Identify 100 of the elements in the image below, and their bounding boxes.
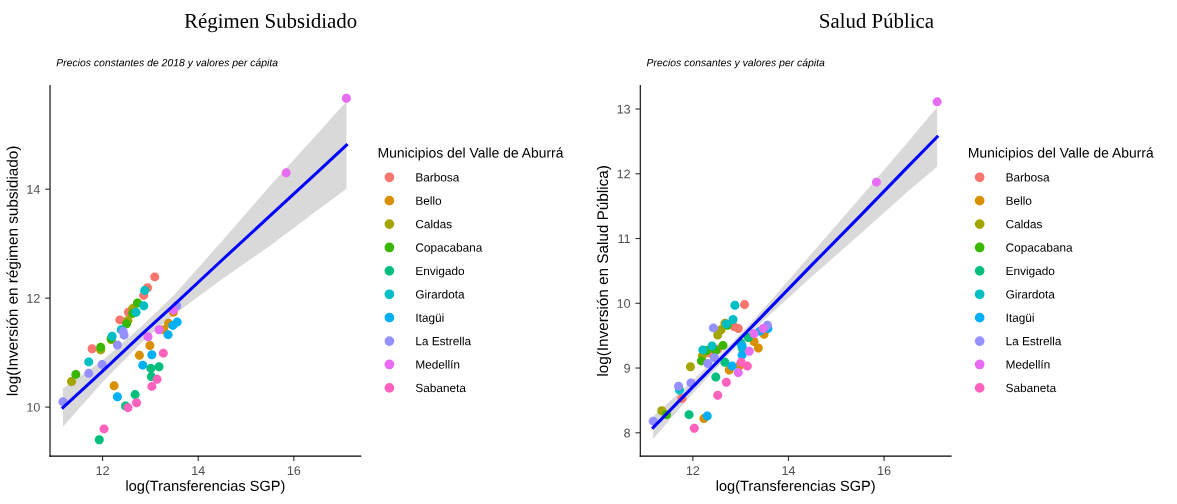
y-axis-title: log(Inversión en régimen subsidiado) <box>6 146 21 396</box>
point <box>744 346 754 356</box>
y-tick-label: 14 <box>27 185 40 194</box>
point <box>87 344 97 354</box>
point <box>99 424 109 434</box>
legend-label: Itagüi <box>416 313 444 325</box>
point <box>728 314 738 324</box>
point <box>97 360 107 370</box>
point <box>708 323 718 333</box>
point <box>689 423 699 433</box>
legend-title: Municipios del Valle de Aburrá <box>968 147 1154 161</box>
legend-label: Girardota <box>1006 289 1055 299</box>
point <box>150 272 160 282</box>
point <box>163 330 173 340</box>
legend-label: La Estrella <box>1006 336 1062 346</box>
legend-label: Barbosa <box>416 172 460 182</box>
legend-label: Envigado <box>416 266 465 278</box>
legend-label: Medellín <box>1006 359 1050 369</box>
point <box>147 350 157 360</box>
legend-label: Sabaneta <box>1006 383 1057 393</box>
point <box>158 348 168 358</box>
point <box>733 368 743 378</box>
point <box>145 341 155 351</box>
point <box>685 362 695 372</box>
chart-title: Salud Pública <box>820 13 934 28</box>
point <box>718 340 728 350</box>
legend-label: Envigado <box>1006 266 1055 278</box>
y-tick-label: 11 <box>618 234 630 244</box>
point <box>138 360 148 370</box>
x-tick-label: 14 <box>192 466 205 475</box>
y-tick-label: 12 <box>617 169 630 179</box>
x-tick-label: 16 <box>878 466 891 476</box>
point <box>134 350 144 360</box>
point <box>753 343 763 353</box>
chart-title: Régimen Subsidiado <box>184 13 357 33</box>
point <box>341 93 351 103</box>
legend-label: Copacabana <box>415 243 483 255</box>
point <box>132 398 142 408</box>
point <box>154 325 164 335</box>
point <box>154 362 164 372</box>
legend-label: Bello <box>416 196 442 205</box>
legend-label: Caldas <box>1006 219 1042 229</box>
point <box>122 319 132 329</box>
point <box>172 317 182 327</box>
point <box>281 168 291 178</box>
point <box>94 435 104 445</box>
point <box>112 392 122 402</box>
legend-label: Girardota <box>415 289 465 299</box>
point <box>727 361 737 371</box>
point <box>112 340 122 350</box>
legend-title: Municipios del Valle de Aburrá <box>378 147 564 161</box>
legend-label: Barbosa <box>1006 172 1050 182</box>
point <box>152 374 162 384</box>
point <box>143 332 153 342</box>
x-tick-label: 12 <box>686 466 700 475</box>
point <box>721 377 731 387</box>
legend-label: Sabaneta <box>415 383 466 393</box>
y-tick-label: 8 <box>624 428 631 438</box>
point <box>713 390 723 400</box>
legend-label: Itagüi <box>1006 313 1034 325</box>
y-tick-label: 12 <box>27 293 40 303</box>
point <box>130 390 140 400</box>
point <box>109 381 119 391</box>
point <box>740 300 749 310</box>
point <box>709 353 719 363</box>
legend-label: Copacabana <box>1006 243 1073 255</box>
point <box>733 324 743 334</box>
point <box>674 381 684 391</box>
y-tick-label: 9 <box>624 363 630 373</box>
point <box>698 345 708 355</box>
point <box>71 369 81 379</box>
y-tick-label: 13 <box>617 104 631 114</box>
x-axis-title: log(Transferencias SGP) <box>716 480 875 494</box>
point <box>730 300 740 310</box>
legend-label: Bello <box>1006 196 1032 205</box>
x-tick-label: 16 <box>287 466 301 476</box>
x-tick-label: 12 <box>96 466 109 475</box>
legend-label: Medellín <box>416 359 460 369</box>
x-tick-label: 14 <box>782 466 796 475</box>
x-axis-title: log(Transferencias SGP) <box>126 480 285 494</box>
point <box>932 97 942 107</box>
point <box>703 359 713 369</box>
y-axis-title: log(Inversión en Salud Pública) <box>596 166 612 376</box>
point <box>147 381 157 391</box>
y-tick-label: 10 <box>617 299 631 308</box>
legend-label: Caldas <box>415 219 452 229</box>
point <box>707 341 717 351</box>
chart-subtitle: Precios constantes de 2018 y valores per cápita <box>56 58 278 69</box>
point <box>84 368 94 378</box>
point <box>742 361 752 371</box>
point <box>139 301 149 311</box>
point <box>67 376 77 386</box>
y-tick-label: 10 <box>27 402 40 412</box>
point <box>84 357 94 367</box>
legend-label: La Estrella <box>416 336 472 346</box>
point <box>749 329 759 339</box>
point <box>871 177 881 187</box>
point <box>711 372 721 382</box>
point <box>684 410 694 420</box>
chart-subtitle: Precios consantes y valores per cápita <box>646 58 825 69</box>
